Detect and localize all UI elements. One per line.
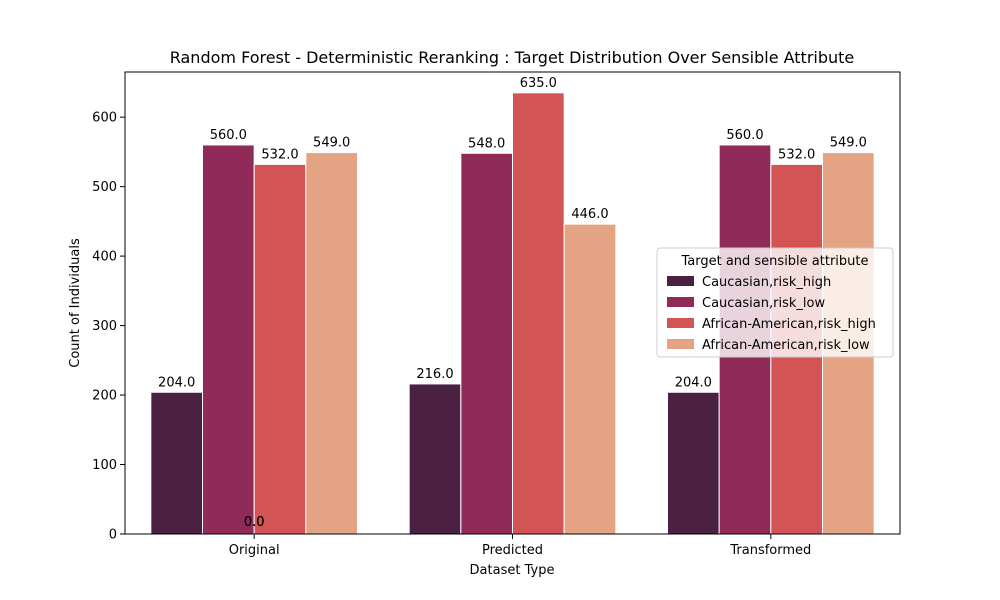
chart-title: Random Forest - Deterministic Reranking … — [170, 48, 855, 67]
y-tick-label: 400 — [92, 250, 117, 265]
legend-entry-label: African-American,risk_high — [702, 317, 876, 332]
x-axis-label: Dataset Type — [470, 563, 555, 578]
legend-swatch — [667, 318, 694, 328]
bar-value-label: 560.0 — [210, 128, 247, 143]
bar — [667, 391, 720, 535]
y-tick-label: 600 — [92, 111, 117, 126]
y-tick-label: 300 — [92, 319, 117, 334]
bar-value-label: 216.0 — [416, 367, 453, 382]
zero-value-label: 0.0 — [244, 515, 265, 530]
bar-value-label: 532.0 — [778, 147, 815, 162]
bar — [253, 163, 307, 535]
x-tick-label: Predicted — [482, 543, 543, 558]
bar — [150, 391, 203, 535]
y-tick-label: 100 — [92, 458, 117, 473]
y-axis-label: Count of Individuals — [68, 238, 83, 368]
legend-entry-label: Caucasian,risk_high — [702, 275, 831, 290]
legend-swatch — [667, 339, 694, 349]
bar-value-label: 446.0 — [571, 207, 608, 222]
y-tick-label: 0 — [109, 528, 117, 543]
bar-value-label: 204.0 — [158, 375, 195, 390]
bar-value-label: 549.0 — [830, 136, 867, 151]
y-tick-label: 200 — [92, 389, 117, 404]
bar-value-label: 548.0 — [468, 136, 505, 151]
legend-box — [656, 247, 894, 358]
bar — [563, 223, 617, 535]
bar — [512, 92, 565, 535]
bar-labels-group: 204.0 216.0 204.0 560.0 548.0 560.0 532.0 635.0… — [158, 76, 867, 530]
bar-value-label: 549.0 — [313, 136, 350, 151]
legend: Target and sensible attribute Caucasian,… — [656, 247, 894, 358]
bar-value-label: 560.0 — [726, 128, 763, 143]
y-axis: 0 100 200 300 400 500 600 — [92, 111, 125, 543]
legend-title: Target and sensible attribute — [680, 254, 868, 269]
legend-swatch — [667, 276, 694, 286]
y-tick-label: 500 — [92, 180, 117, 195]
legend-items: Caucasian,risk_high Caucasian,risk_low Afr… — [667, 275, 876, 353]
bars-group — [150, 92, 875, 535]
x-tick-label: Transformed — [729, 543, 811, 558]
x-axis: Original Predicted Transformed — [229, 534, 811, 558]
legend-entry-label: Caucasian,risk_low — [702, 296, 825, 311]
bar — [305, 152, 359, 535]
zero-value-label: 0.0 — [244, 515, 265, 530]
bar-value-label: 204.0 — [675, 375, 712, 390]
bar — [202, 144, 255, 535]
legend-swatch — [667, 297, 694, 307]
bar-value-label: 532.0 — [261, 147, 298, 162]
legend-entry-label: African-American,risk_low — [702, 338, 870, 353]
bar — [460, 152, 514, 535]
bar-value-label: 635.0 — [520, 76, 557, 91]
bar — [408, 383, 462, 535]
x-tick-label: Original — [229, 543, 280, 558]
